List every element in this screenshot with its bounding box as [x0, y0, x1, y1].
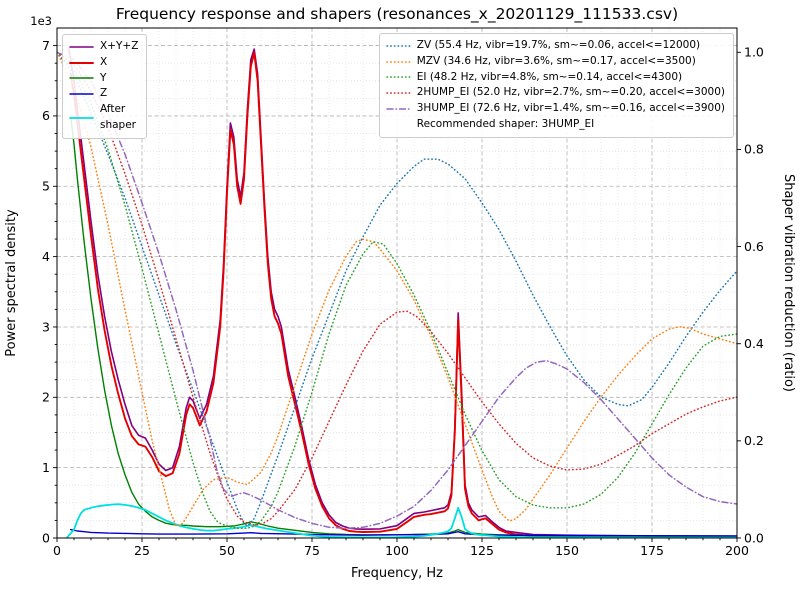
y-right-tick-label: 1.0	[744, 45, 764, 60]
x-tick-label: 25	[134, 543, 150, 558]
legend-item-label: Z	[100, 87, 108, 100]
legend-item: ZV (55.4 Hz, vibr=19.7%, sm~=0.06, accel…	[386, 38, 725, 54]
legend-item: X+Y+Z	[69, 39, 138, 55]
y-left-tick-label: 1	[42, 460, 50, 475]
y-left-tick-label: 7	[42, 38, 50, 53]
x-tick-label: 50	[219, 543, 235, 558]
y-right-tick-label: 0.2	[744, 433, 764, 448]
legend-line-sample	[69, 77, 94, 80]
series-layer	[57, 48, 737, 538]
legend-psd: X+Y+Z X Y Z After shaper	[62, 34, 148, 139]
legend-item-label: ZV (55.4 Hz, vibr=19.7%, sm~=0.06, accel…	[416, 39, 701, 51]
y-left-tick-label: 6	[42, 108, 50, 123]
legend-item-label: 2HUMP_EI (52.0 Hz, vibr=2.7%, sm~=0.20, …	[416, 86, 725, 99]
x-tick-label: 75	[304, 543, 320, 558]
legend-line-sample	[69, 61, 94, 64]
legend-item: After shaper	[69, 102, 138, 134]
legend-item: MZV (34.6 Hz, vibr=3.6%, sm~=0.17, accel…	[386, 54, 725, 70]
legend-shapers: ZV (55.4 Hz, vibr=19.7%, sm~=0.06, accel…	[378, 33, 734, 138]
x-tick-label: 200	[725, 543, 749, 558]
x-tick-label: 100	[385, 543, 409, 558]
y-right-tick-label: 0.0	[744, 530, 764, 545]
legend-item: 2HUMP_EI (52.0 Hz, vibr=2.7%, sm~=0.20, …	[386, 85, 725, 101]
y-right-tick-label: 0.4	[744, 336, 764, 351]
chart-title: Frequency response and shapers (resonanc…	[116, 5, 678, 24]
y-right-tick-label: 0.6	[744, 239, 764, 254]
legend-item-label: MZV (34.6 Hz, vibr=3.6%, sm~=0.17, accel…	[416, 54, 696, 67]
legend-item-label: Y	[100, 71, 107, 84]
legend-note-row: Recommended shaper: 3HUMP_EI	[386, 117, 725, 133]
legend-item-label: X	[100, 55, 108, 68]
series-2hump-ei	[57, 51, 737, 526]
legend-line-sample	[386, 45, 411, 47]
legend-item: Y	[69, 71, 138, 87]
axes: 0 25 50 75 100 125 150 175 200 0 1 2 3 4 5 6 7 0.0 0.2 0.4 0…	[42, 27, 764, 558]
legend-item: EI (48.2 Hz, vibr=4.8%, sm~=0.14, accel<…	[386, 70, 725, 86]
legend-item: X	[69, 55, 138, 71]
y-left-tick-label: 0	[42, 530, 50, 545]
legend-line-sample	[69, 46, 94, 48]
recommended-shaper-note: Recommended shaper: 3HUMP_EI	[416, 117, 595, 130]
series-x	[69, 51, 737, 538]
y-left-offset-text: 1e3	[30, 14, 52, 28]
legend-sample-spacer	[386, 119, 411, 131]
legend-line-sample	[386, 60, 411, 63]
x-tick-label: 175	[640, 543, 664, 558]
y-left-axis-label: Power spectral density	[4, 209, 19, 357]
series-after-shaper	[66, 503, 737, 538]
legend-line-sample	[386, 92, 411, 94]
y-right-tick-label: 0.8	[744, 142, 764, 157]
legend-item: Z	[69, 86, 138, 102]
x-tick-label: 150	[555, 543, 579, 558]
series-mzv	[57, 51, 737, 527]
series-3hump-ei	[57, 51, 737, 530]
x-tick-label: 0	[53, 543, 61, 558]
legend-item-label: After shaper	[100, 103, 137, 131]
legend-line-sample	[386, 108, 411, 110]
x-axis-label: Frequency, Hz	[351, 566, 443, 581]
legend-item-label: 3HUMP_EI (72.6 Hz, vibr=1.4%, sm~=0.16, …	[416, 102, 725, 114]
legend-item-label: X+Y+Z	[100, 40, 139, 52]
legend-line-sample	[69, 93, 94, 95]
x-tick-label: 125	[470, 543, 494, 558]
legend-item-label: EI (48.2 Hz, vibr=4.8%, sm~=0.14, accel<…	[416, 70, 683, 83]
legend-line-sample	[69, 116, 94, 119]
y-left-tick-label: 3	[42, 319, 50, 334]
series-z	[69, 528, 737, 537]
series-ei	[57, 51, 737, 530]
series-y	[69, 115, 737, 538]
legend-item: 3HUMP_EI (72.6 Hz, vibr=1.4%, sm~=0.16, …	[386, 101, 725, 117]
y-right-axis-label: Shaper vibration reduction (ratio)	[781, 174, 796, 392]
y-left-tick-label: 2	[42, 390, 50, 405]
y-left-tick-label: 4	[42, 249, 50, 264]
legend-line-sample	[386, 76, 411, 79]
y-left-tick-label: 5	[42, 179, 50, 194]
